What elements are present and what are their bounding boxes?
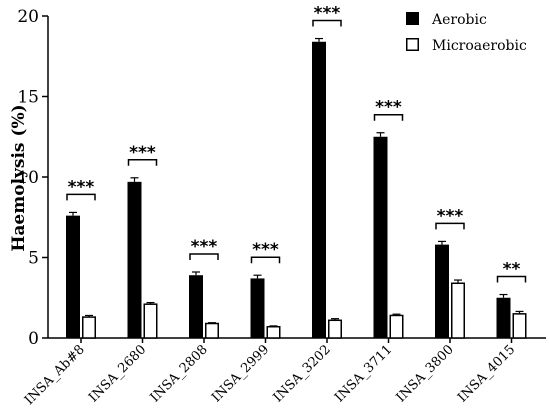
bar-microaerobic — [451, 282, 465, 339]
bar-aerobic — [66, 215, 80, 338]
legend-swatch-microaerobic — [406, 38, 419, 51]
bar-microaerobic — [266, 325, 281, 339]
significance-bracket — [66, 193, 96, 201]
x-category-label: INSA_4015 — [455, 342, 518, 405]
axes: 0 5 10 15 20 — [17, 7, 546, 349]
legend-label-microaerobic: Microaerobic — [432, 38, 527, 54]
x-category-label: INSA_3800 — [394, 342, 457, 405]
legend-swatch-aerobic — [406, 12, 419, 25]
y-tick-label: 20 — [17, 7, 39, 27]
bar-aerobic — [435, 244, 449, 338]
bar-aerobic — [373, 136, 388, 338]
significance-bracket — [250, 256, 281, 264]
bar-microaerobic — [143, 303, 158, 339]
y-tick-label: 0 — [28, 329, 39, 349]
y-tick-label: 5 — [28, 249, 39, 269]
x-category-label: INSA_2680 — [86, 342, 149, 405]
bars — [66, 37, 527, 339]
bar-microaerobic — [512, 313, 527, 339]
significance-label: *** — [437, 206, 464, 226]
legend: Aerobic Microaerobic — [406, 12, 527, 54]
significance-bracket — [496, 275, 527, 283]
significance-label: *** — [252, 240, 279, 260]
significance-label: *** — [191, 237, 218, 257]
bar-aerobic — [496, 297, 511, 338]
y-tick-label: 10 — [17, 168, 39, 188]
bar-microaerobic — [82, 316, 96, 339]
significance-label: ** — [503, 260, 521, 280]
x-category-label: INSA_3202 — [271, 342, 334, 405]
x-category-label: INSA_2808 — [148, 342, 211, 405]
bar-microaerobic — [328, 319, 342, 339]
bar-aerobic — [250, 278, 265, 338]
significance-bracket — [312, 19, 342, 27]
significance-label: *** — [314, 4, 341, 24]
significance-bracket — [127, 159, 158, 166]
x-category-label: INSA_2999 — [209, 342, 272, 405]
bar-microaerobic — [205, 322, 219, 339]
significance-label: *** — [375, 98, 402, 118]
significance-label: *** — [129, 143, 156, 163]
significance-bracket — [435, 222, 465, 230]
bar-aerobic — [127, 181, 142, 338]
y-tick-label: 15 — [17, 88, 39, 108]
bar-microaerobic — [389, 314, 404, 339]
x-category-label: INSA_3711 — [332, 342, 395, 405]
labels: *** INSA_Ab#8 *** INSA_2680 *** INSA_2808 *** I… — [22, 4, 527, 408]
x-category-label: INSA_Ab#8 — [22, 342, 88, 408]
significance-bracket — [373, 113, 404, 121]
significance-bracket — [189, 253, 219, 260]
bar-aerobic — [189, 275, 203, 338]
significance-label: *** — [68, 177, 95, 197]
y-axis-label: Haemolysis (%) — [9, 104, 29, 251]
bar-aerobic — [312, 41, 326, 338]
legend-label-aerobic: Aerobic — [431, 12, 487, 28]
